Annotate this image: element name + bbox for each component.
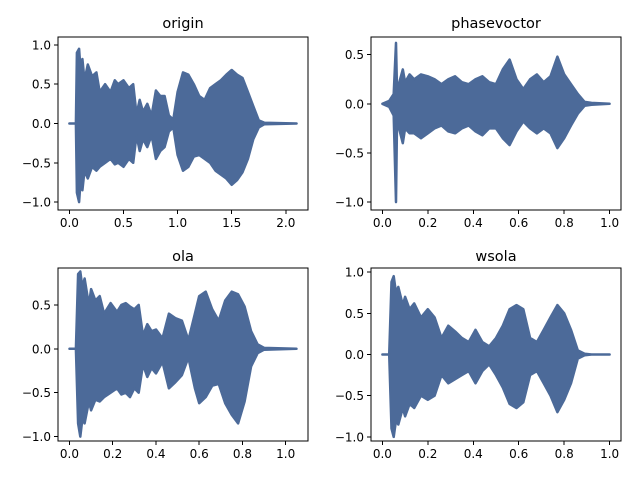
x-tick-label: 0.2 xyxy=(418,447,437,461)
x-tick-label: 0.6 xyxy=(509,447,528,461)
x-tick-label: 0.4 xyxy=(146,447,165,461)
x-tick-label: 0.4 xyxy=(464,447,483,461)
x-tick-label: 1.0 xyxy=(276,447,295,461)
x-tick-label: 0.0 xyxy=(60,216,79,230)
subplot-title: origin xyxy=(162,16,203,32)
y-tick-label: −1.0 xyxy=(22,196,51,210)
x-tick-label: 0.4 xyxy=(464,216,483,230)
x-tick-label: 1.5 xyxy=(222,216,241,230)
y-tick-label: 1.0 xyxy=(32,38,51,52)
x-tick-label: 0.2 xyxy=(418,216,437,230)
x-tick-label: 0.5 xyxy=(114,216,133,230)
subplot-title: ola xyxy=(172,249,194,265)
y-tick-label: 1.0 xyxy=(345,266,364,280)
x-tick-label: 0.0 xyxy=(373,447,392,461)
x-tick-label: 0.2 xyxy=(103,447,122,461)
subplot-title: wsola xyxy=(475,249,516,265)
y-tick-label: 0.0 xyxy=(32,117,51,131)
y-tick-label: 0.0 xyxy=(32,342,51,356)
x-tick-label: 1.0 xyxy=(600,216,619,230)
y-tick-label: −0.5 xyxy=(22,156,51,170)
y-tick-label: −1.0 xyxy=(335,430,364,444)
x-tick-label: 1.0 xyxy=(600,447,619,461)
y-tick-label: 0.5 xyxy=(32,78,51,92)
x-tick-label: 0.0 xyxy=(373,216,392,230)
y-tick-label: −0.5 xyxy=(335,146,364,160)
y-tick-label: −0.5 xyxy=(22,386,51,400)
y-tick-label: 0.5 xyxy=(345,307,364,321)
y-tick-label: 0.5 xyxy=(32,298,51,312)
y-tick-label: 0.0 xyxy=(345,97,364,111)
subplot-title: phasevoctor xyxy=(451,16,541,32)
x-tick-label: 0.8 xyxy=(233,447,252,461)
y-tick-label: 0.5 xyxy=(345,48,364,62)
x-tick-label: 2.0 xyxy=(276,216,295,230)
x-tick-label: 0.0 xyxy=(60,447,79,461)
y-tick-label: −1.0 xyxy=(335,196,364,210)
x-tick-label: 0.6 xyxy=(509,216,528,230)
y-tick-label: 0.0 xyxy=(345,348,364,362)
y-tick-label: −1.0 xyxy=(22,430,51,444)
y-tick-label: −0.5 xyxy=(335,389,364,403)
x-tick-label: 0.6 xyxy=(190,447,209,461)
x-tick-label: 0.8 xyxy=(555,216,574,230)
x-tick-label: 1.0 xyxy=(168,216,187,230)
x-tick-label: 0.8 xyxy=(555,447,574,461)
